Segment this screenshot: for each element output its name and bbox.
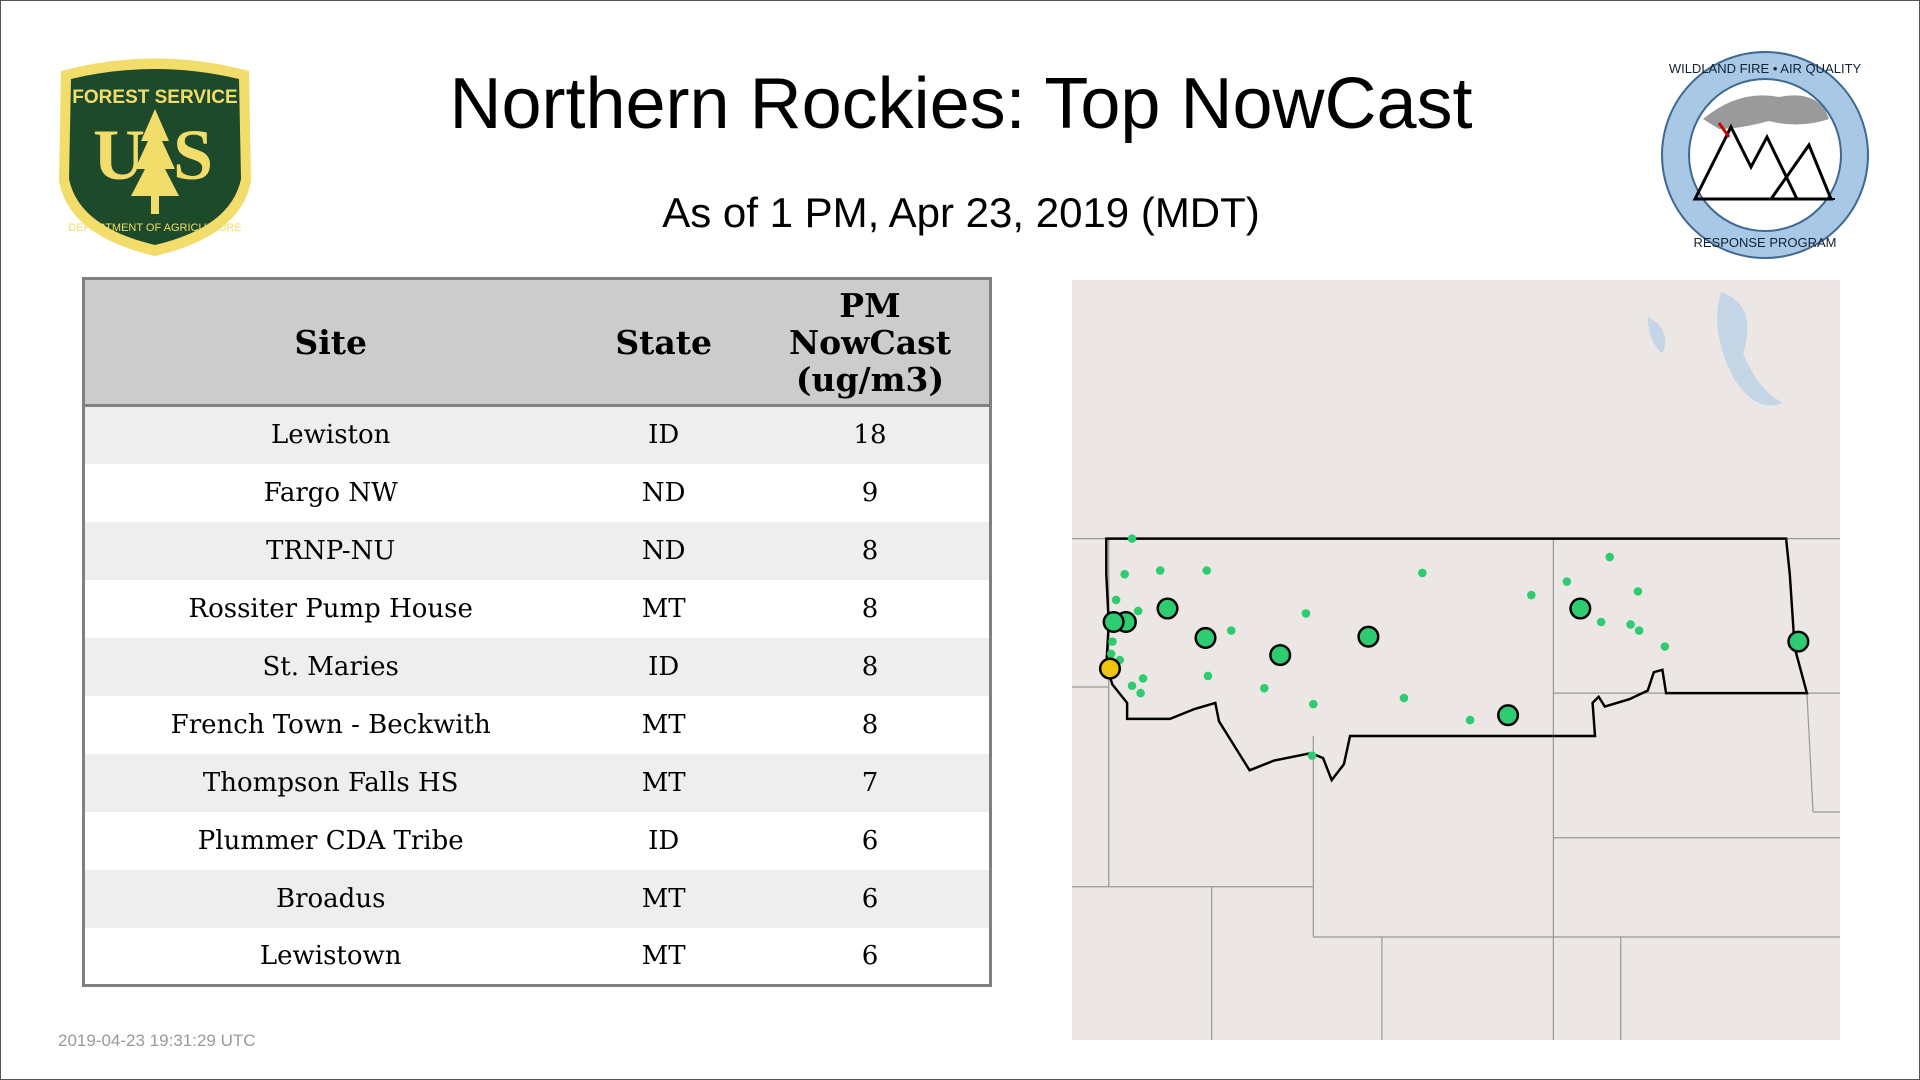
region-outline [1105,537,1809,783]
table-row: Plummer CDA Tribe ID 6 [83,811,991,870]
top-site-marker[interactable] [1787,630,1810,653]
svg-text:S: S [173,115,213,195]
monitor-site-marker[interactable] [1127,681,1137,691]
cell-state: MT [576,579,751,638]
cell-state: MT [576,753,751,812]
top-site-marker[interactable] [1269,644,1292,667]
monitor-site-marker[interactable] [1418,568,1427,578]
cell-site: Fargo NW [83,463,577,522]
table-row: French Town - Beckwith MT 8 [83,695,991,754]
cell-nowcast: 7 [750,753,991,812]
monitor-site-marker[interactable] [1626,620,1635,629]
monitor-site-marker[interactable] [1127,534,1137,543]
header-site: Site [83,278,577,407]
cell-nowcast: 6 [750,869,991,928]
svg-text:DEPARTMENT OF AGRICULTURE: DEPARTMENT OF AGRICULTURE [68,222,241,234]
top-site-marker[interactable] [1497,704,1520,727]
monitor-site-marker[interactable] [1108,637,1117,646]
table-row: St. Maries ID 8 [83,637,991,696]
svg-text:WILDLAND FIRE • AIR QUALITY: WILDLAND FIRE • AIR QUALITY [1669,61,1862,76]
svg-text:U: U [93,115,145,195]
lake [1717,292,1783,406]
monitor-site-marker[interactable] [1136,688,1145,698]
air-quality-map [1072,280,1840,1040]
header-state: State [576,278,751,407]
cell-nowcast: 8 [750,637,991,696]
page-title: Northern Rockies: Top NowCast [449,64,1473,144]
monitor-site-marker[interactable] [1138,674,1148,683]
monitor-site-marker[interactable] [1309,699,1318,709]
svg-text:FOREST SERVICE: FOREST SERVICE [72,87,237,108]
cell-nowcast: 6 [750,811,991,870]
cell-site: Rossiter Pump House [83,579,577,638]
monitor-site-marker[interactable] [1605,552,1615,562]
table-row: Fargo NW ND 9 [83,463,991,522]
monitor-site-marker[interactable] [1301,609,1311,618]
cell-nowcast: 8 [750,695,991,754]
cell-site: TRNP-NU [83,521,577,580]
cell-nowcast: 8 [750,579,991,638]
cell-state: ID [576,811,751,870]
svg-text:RESPONSE PROGRAM: RESPONSE PROGRAM [1693,235,1836,250]
cell-site: Thompson Falls HS [83,753,577,812]
wildland-fire-air-quality-logo: WILDLAND FIRE • AIR QUALITY RESPONSE PRO… [1661,51,1869,259]
table-row: Rossiter Pump House MT 8 [83,579,991,638]
top-nowcast-table: Site State PM NowCast (ug/m3) Lewiston ID 18… [82,277,992,987]
monitor-site-marker[interactable] [1399,693,1409,703]
monitor-site-marker[interactable] [1562,577,1572,586]
cell-state: ND [576,463,751,522]
monitor-site-marker[interactable] [1465,715,1475,725]
top-site-marker[interactable] [1569,597,1592,620]
monitor-site-marker[interactable] [1633,587,1643,596]
table-row: Lewiston ID 18 [83,405,991,464]
top-site-marker[interactable] [1194,626,1217,649]
forest-service-logo: FOREST SERVICE U S DEPARTMENT OF AGRICUL… [59,58,251,256]
top-site-marker[interactable] [1098,657,1121,680]
cell-site: Lewistown [83,927,577,986]
cell-site: Broadus [83,869,577,928]
cell-nowcast: 18 [750,405,991,464]
monitor-site-marker[interactable] [1307,751,1317,760]
monitor-site-marker[interactable] [1111,595,1121,605]
cell-state: ID [576,405,751,464]
monitor-site-marker[interactable] [1634,626,1644,635]
monitor-site-marker[interactable] [1226,626,1236,635]
monitor-site-marker[interactable] [1155,566,1165,575]
cell-site: French Town - Beckwith [83,695,577,754]
cell-nowcast: 6 [750,927,991,986]
monitor-site-marker[interactable] [1133,606,1143,616]
monitor-site-marker[interactable] [1660,642,1670,651]
table-row: Lewistown MT 6 [83,927,991,986]
header-pm-nowcast: PM NowCast (ug/m3) [750,278,991,407]
monitor-site-marker[interactable] [1203,671,1213,681]
map-background [1072,280,1840,1040]
page-subtitle: As of 1 PM, Apr 23, 2019 (MDT) [662,189,1260,236]
top-site-marker[interactable] [1357,625,1380,648]
table-row: Broadus MT 6 [83,869,991,928]
top-site-marker[interactable] [1102,610,1125,634]
table-row: TRNP-NU ND 8 [83,521,991,580]
table-row: Thompson Falls HS MT 7 [83,753,991,812]
monitor-site-marker[interactable] [1120,569,1129,579]
cell-site: Plummer CDA Tribe [83,811,577,870]
monitor-site-marker[interactable] [1260,683,1269,693]
cell-state: MT [576,695,751,754]
lake [1647,316,1666,354]
cell-site: St. Maries [83,637,577,696]
cell-site: Lewiston [83,405,577,464]
monitor-site-marker[interactable] [1202,566,1212,575]
top-site-marker[interactable] [1156,597,1179,620]
generated-timestamp: 2019-04-23 19:31:29 UTC [58,1031,256,1050]
cell-nowcast: 8 [750,521,991,580]
monitor-site-marker[interactable] [1106,649,1116,659]
table-header: Site State PM NowCast (ug/m3) [83,278,991,407]
monitor-site-marker[interactable] [1596,617,1606,627]
cell-state: ND [576,521,751,580]
cell-state: ID [576,637,751,696]
monitor-site-marker[interactable] [1527,590,1536,600]
cell-state: MT [576,869,751,928]
cell-nowcast: 9 [750,463,991,522]
cell-state: MT [576,927,751,986]
